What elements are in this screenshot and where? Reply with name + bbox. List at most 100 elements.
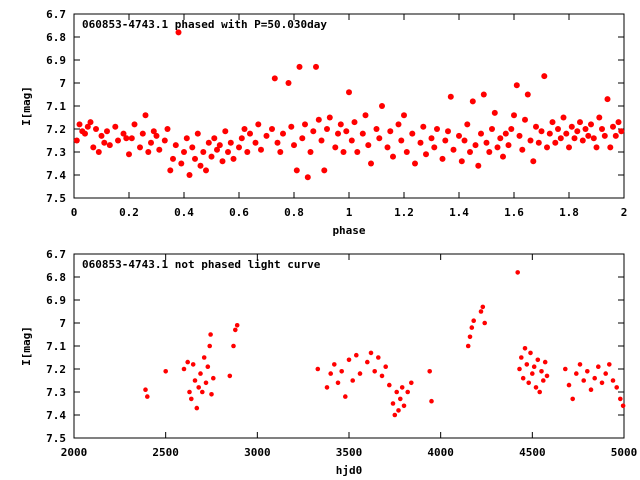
- unphased-data-point: [211, 375, 216, 381]
- phased-x-tick-label: 1.6: [504, 206, 524, 219]
- phased-data-point: [255, 121, 262, 128]
- phased-data-point: [310, 128, 317, 135]
- phased-data-point: [244, 149, 251, 155]
- phased-data-point: [458, 158, 465, 165]
- phased-data-point: [148, 139, 154, 146]
- phased-data-point: [464, 121, 471, 128]
- unphased-data-point: [368, 350, 374, 356]
- phased-data-point: [236, 144, 242, 151]
- phased-data-point: [183, 135, 190, 142]
- unphased-data-point: [365, 359, 370, 365]
- phased-data-point: [610, 123, 616, 130]
- phased-data-point: [211, 135, 218, 142]
- phased-data-point: [519, 146, 526, 153]
- phased-data-point: [596, 114, 603, 121]
- phased-data-point: [95, 149, 102, 155]
- phased-data-point: [384, 144, 391, 151]
- unphased-data-point: [607, 362, 612, 367]
- unphased-data-point: [392, 412, 398, 418]
- unphased-data-point: [581, 378, 586, 383]
- unphased-data-point: [346, 357, 352, 363]
- unphased-y-tick-label: 6.8: [46, 271, 66, 284]
- phased-data-point: [131, 121, 138, 128]
- phased-data-point: [238, 135, 245, 142]
- phased-data-point: [296, 63, 303, 70]
- phased-data-point: [208, 153, 215, 160]
- unphased-x-tick-label: 5000: [611, 446, 638, 459]
- phased-data-point: [194, 130, 201, 137]
- unphased-data-point: [467, 334, 473, 340]
- unphased-plot-frame: [73, 253, 625, 439]
- phased-data-point: [216, 142, 223, 149]
- phased-data-point: [291, 142, 297, 149]
- phased-data-point: [538, 128, 545, 135]
- phased-data-point: [398, 137, 405, 144]
- phased-data-point: [546, 130, 553, 137]
- phased-data-point: [467, 149, 473, 155]
- phased-x-axis-title: phase: [332, 224, 365, 237]
- phased-data-point: [321, 167, 328, 174]
- phased-y-tick-label: 6.8: [46, 31, 66, 44]
- phased-data-point: [442, 137, 449, 144]
- phased-data-point: [324, 126, 330, 132]
- phased-data-point: [612, 132, 619, 139]
- phased-data-point: [579, 137, 586, 144]
- phased-data-point: [343, 128, 350, 135]
- phased-light-curve-chart: 060853-4743.1 phased with P=50.030day ph…: [20, 8, 627, 237]
- phased-data-point: [150, 128, 157, 135]
- phased-data-point: [486, 149, 493, 155]
- phased-data-point: [313, 63, 319, 70]
- unphased-data-point: [209, 392, 214, 397]
- unphased-data-point: [610, 378, 616, 383]
- unphased-chart-title: 060853-4743.1 not phased light curve: [82, 258, 321, 271]
- phased-data-point: [156, 146, 163, 153]
- phased-data-point: [186, 172, 193, 178]
- phased-y-tick-label: 6.7: [46, 8, 66, 21]
- phased-x-tick-label: 1.2: [394, 206, 414, 219]
- phased-data-point: [533, 123, 539, 130]
- phased-data-point: [120, 130, 127, 137]
- phased-data-point: [500, 153, 506, 160]
- phased-data-point: [178, 160, 185, 167]
- phased-data-point: [555, 126, 561, 132]
- phased-data-point: [475, 162, 482, 169]
- phased-data-point: [368, 160, 374, 167]
- phased-data-point: [87, 119, 94, 126]
- phased-data-point: [307, 149, 314, 155]
- phased-data-point: [115, 137, 121, 144]
- unphased-data-point: [354, 352, 359, 358]
- unphased-data-point: [234, 323, 240, 328]
- unphased-data-point: [376, 355, 381, 360]
- unphased-data-point: [181, 366, 187, 372]
- phased-data-point: [293, 167, 300, 174]
- phased-data-point: [549, 119, 556, 126]
- phased-data-point: [588, 121, 594, 128]
- unphased-data-point: [185, 359, 190, 365]
- phased-data-point: [535, 139, 542, 146]
- unphased-data-point: [541, 378, 546, 383]
- unphased-data-point: [387, 382, 392, 388]
- phased-data-point: [170, 155, 176, 162]
- phased-data-point: [123, 135, 130, 142]
- unphased-data-point: [519, 355, 524, 360]
- unphased-data-point: [520, 375, 526, 381]
- phased-data-point: [258, 146, 264, 153]
- phased-data-point: [439, 155, 446, 162]
- phased-chart-title: 060853-4743.1 phased with P=50.030day: [82, 18, 327, 31]
- unphased-data-point: [528, 350, 533, 356]
- phased-data-point: [590, 135, 597, 142]
- phased-data-point: [527, 137, 534, 144]
- unphased-data-point: [332, 362, 337, 367]
- unphased-data-point: [482, 320, 488, 326]
- unphased-data-point: [198, 371, 203, 376]
- unphased-data-point: [614, 385, 619, 390]
- unphased-data-point: [200, 389, 205, 395]
- unphased-data-point: [315, 366, 321, 372]
- phased-data-point: [401, 112, 407, 119]
- unphased-data-point: [480, 304, 486, 310]
- phased-data-point: [241, 126, 248, 132]
- phased-data-point: [431, 144, 438, 151]
- phased-data-point: [189, 144, 196, 151]
- phased-data-point: [304, 174, 311, 181]
- unphased-y-tick-label: 7.5: [46, 432, 66, 445]
